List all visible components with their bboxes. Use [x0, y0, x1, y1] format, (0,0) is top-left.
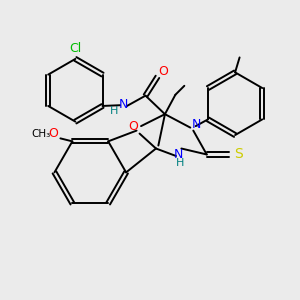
Text: H: H	[176, 158, 184, 168]
Text: CH₃: CH₃	[32, 129, 51, 139]
Text: N: N	[174, 148, 183, 161]
Text: N: N	[118, 98, 128, 111]
Text: H: H	[110, 106, 118, 116]
Text: S: S	[234, 148, 242, 161]
Text: O: O	[129, 120, 139, 133]
Text: O: O	[158, 65, 168, 78]
Text: O: O	[48, 128, 58, 140]
Text: Cl: Cl	[69, 42, 82, 55]
Text: N: N	[192, 118, 201, 131]
